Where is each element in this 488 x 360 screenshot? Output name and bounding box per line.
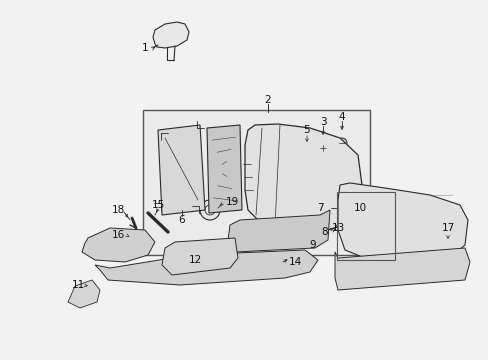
- Polygon shape: [153, 22, 189, 48]
- Text: 19: 19: [225, 197, 238, 207]
- Text: 1: 1: [142, 43, 148, 53]
- Text: 7: 7: [316, 203, 323, 213]
- Polygon shape: [206, 125, 242, 213]
- Polygon shape: [158, 125, 204, 215]
- Text: 17: 17: [441, 223, 454, 233]
- Bar: [142, 110, 369, 255]
- Polygon shape: [162, 238, 238, 275]
- Polygon shape: [227, 210, 329, 252]
- Polygon shape: [334, 248, 469, 290]
- Text: 2: 2: [264, 95, 271, 105]
- Text: 4: 4: [338, 112, 345, 122]
- Polygon shape: [244, 124, 361, 232]
- Bar: [336, 192, 394, 260]
- Circle shape: [317, 143, 327, 153]
- Text: 18: 18: [111, 205, 124, 215]
- Polygon shape: [95, 250, 317, 285]
- Circle shape: [336, 138, 346, 148]
- Circle shape: [204, 205, 215, 215]
- Polygon shape: [425, 233, 461, 278]
- Polygon shape: [82, 228, 155, 262]
- Polygon shape: [337, 183, 467, 265]
- Text: 16: 16: [111, 230, 124, 240]
- Circle shape: [209, 249, 220, 259]
- Text: 14: 14: [288, 257, 301, 267]
- Text: 3: 3: [319, 117, 325, 127]
- Text: 15: 15: [151, 200, 164, 210]
- Circle shape: [439, 253, 449, 263]
- Text: 5: 5: [303, 125, 310, 135]
- Circle shape: [252, 225, 266, 239]
- Text: 13: 13: [331, 223, 344, 233]
- Polygon shape: [68, 280, 100, 308]
- Text: 6: 6: [178, 215, 185, 225]
- Text: 12: 12: [188, 255, 201, 265]
- Text: 8: 8: [321, 227, 327, 237]
- Circle shape: [189, 252, 201, 264]
- Text: 11: 11: [71, 280, 84, 290]
- Text: 9: 9: [309, 240, 316, 250]
- Circle shape: [200, 200, 220, 220]
- Text: 10: 10: [353, 203, 366, 213]
- Circle shape: [287, 221, 302, 235]
